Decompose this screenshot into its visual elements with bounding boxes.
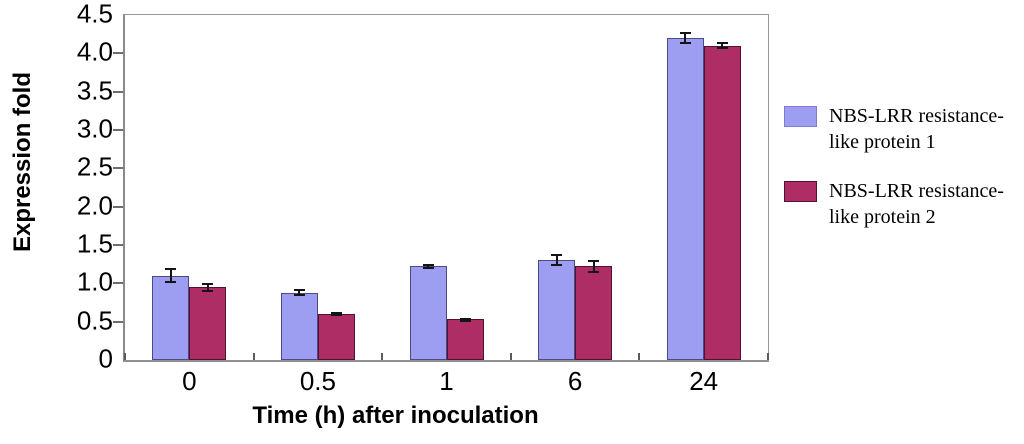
y-tick-label: 4.5 [76,0,113,29]
legend: NBS-LRR resistance- like protein 1 NBS-LR… [784,104,1020,254]
y-tick-label: 2.5 [76,151,113,182]
y-tick [113,320,123,323]
y-tick-label: 3.5 [76,74,113,105]
error-bar [459,317,471,322]
legend-entry: NBS-LRR resistance- like protein 2 [784,179,1020,230]
x-tick-label: 0 [182,366,197,396]
error-bar-stem [721,43,724,48]
error-bar [716,41,728,50]
x-tick-label: 0.5 [299,366,336,396]
error-bar [551,254,563,267]
y-tick-label: 1.5 [76,228,113,259]
error-bar-stem [206,284,209,290]
y-tick-label: 3.0 [76,113,113,144]
x-tick [767,353,769,360]
y-tick-label: 4.0 [76,36,113,67]
error-bar-stem [684,33,687,43]
error-bar-stem [427,266,429,267]
bar-series2-24h [703,45,741,360]
error-bar [165,268,177,284]
error-bar-stem [298,290,301,295]
x-tick-label: 24 [689,366,719,396]
legend-label: NBS-LRR resistance- like protein 2 [829,180,1004,228]
bar-series1-6h [538,260,576,360]
y-tick [113,129,123,131]
plot-area [123,14,769,362]
legend-swatch [784,106,817,127]
x-tick [252,353,255,360]
x-tick [509,353,512,360]
y-tick [113,282,123,285]
error-bar [330,311,342,317]
legend-swatch [784,181,817,203]
bar-series2-0.5h [317,314,355,360]
x-tick-label: 6 [567,366,583,396]
bar-series2-0h [189,287,227,360]
error-bar [293,288,305,297]
legend-label: NBS-LRR resistance- like protein 1 [829,105,1004,153]
error-bar-stem [335,313,338,315]
error-bar-stem [555,256,558,265]
bar-series2-1h [446,319,484,360]
bar-series1-24h [666,38,704,360]
y-tick [113,167,123,170]
y-tick [113,90,123,93]
x-tick [124,353,126,360]
y-tick-label: 0 [98,343,113,374]
x-tick [381,353,384,360]
error-bar [422,264,434,269]
x-axis-title: Time (h) after inoculation [252,402,539,429]
error-bar [679,31,691,45]
y-tick [113,205,123,208]
bar-series2-6h [575,266,613,360]
bar-series1-1h [409,266,447,360]
error-bar [588,260,600,273]
bar-series1-0.5h [280,292,318,360]
y-tick-label: 0.5 [76,304,113,335]
legend-entry: NBS-LRR resistance- like protein 1 [784,104,1020,155]
y-tick [113,244,123,246]
error-bar [202,282,214,292]
y-tick [113,52,123,55]
bar-series1-0h [152,275,190,360]
error-bar-stem [592,262,595,271]
y-tick-label: 1.0 [76,266,113,297]
error-bar-stem [169,270,172,282]
x-tick [638,353,641,360]
y-tick-label: 2.0 [76,189,113,220]
x-tick-label: 1 [439,366,454,396]
